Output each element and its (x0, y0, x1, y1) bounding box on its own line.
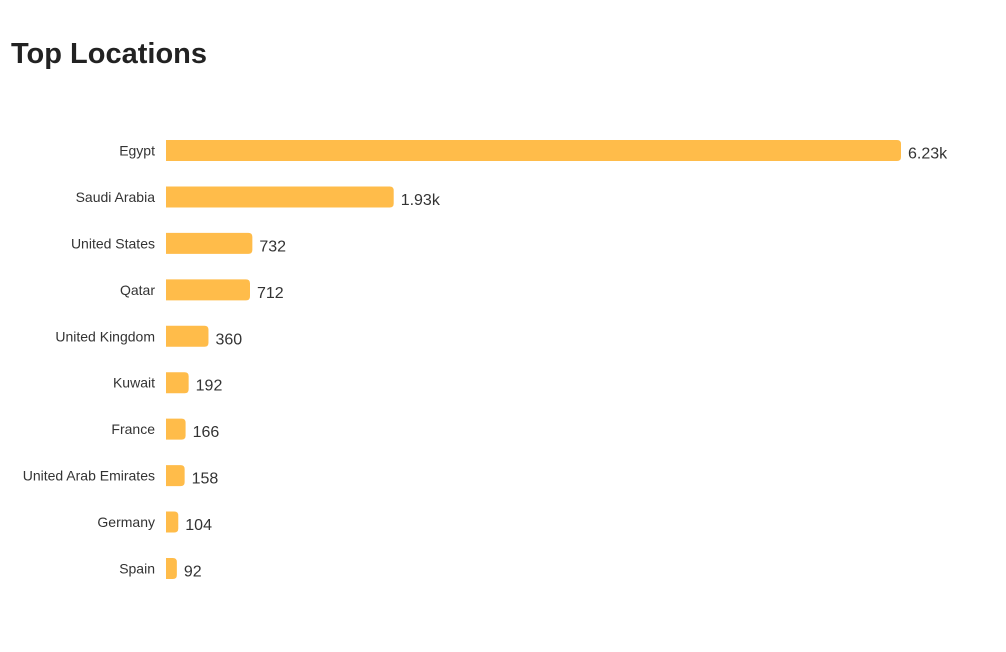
category-label: Germany (97, 514, 155, 530)
bar-france (166, 418, 186, 440)
bar-egypt (166, 140, 901, 161)
page-title: Top Locations (11, 38, 208, 70)
value-label: 6.23k (908, 146, 948, 163)
value-label: 104 (185, 517, 212, 534)
category-label: United States (71, 235, 155, 251)
category-label: Kuwait (113, 375, 155, 391)
value-label: 192 (196, 378, 223, 395)
category-label: Saudi Arabia (76, 189, 156, 205)
value-label: 166 (193, 424, 220, 441)
value-label: 158 (192, 471, 219, 488)
bar-spain (166, 557, 177, 579)
category-label: United Kingdom (55, 328, 155, 344)
value-label: 712 (257, 285, 284, 302)
category-label: France (111, 421, 155, 437)
category-label: Spain (119, 560, 155, 576)
bar-saudi-arabia (166, 186, 394, 208)
category-label: Qatar (120, 282, 155, 298)
bar-germany (166, 511, 179, 533)
category-label: Egypt (119, 143, 155, 159)
value-label: 92 (184, 563, 202, 580)
value-label: 360 (215, 331, 242, 348)
category-label: United Arab Emirates (23, 468, 155, 484)
value-label: 1.93k (401, 192, 441, 209)
value-label: 732 (259, 238, 286, 255)
bar-united-states (166, 232, 253, 254)
bar-kuwait (166, 372, 189, 394)
bar-united-arab-emirates (166, 465, 185, 487)
bar-qatar (166, 279, 250, 301)
bar-united-kingdom (166, 325, 209, 347)
